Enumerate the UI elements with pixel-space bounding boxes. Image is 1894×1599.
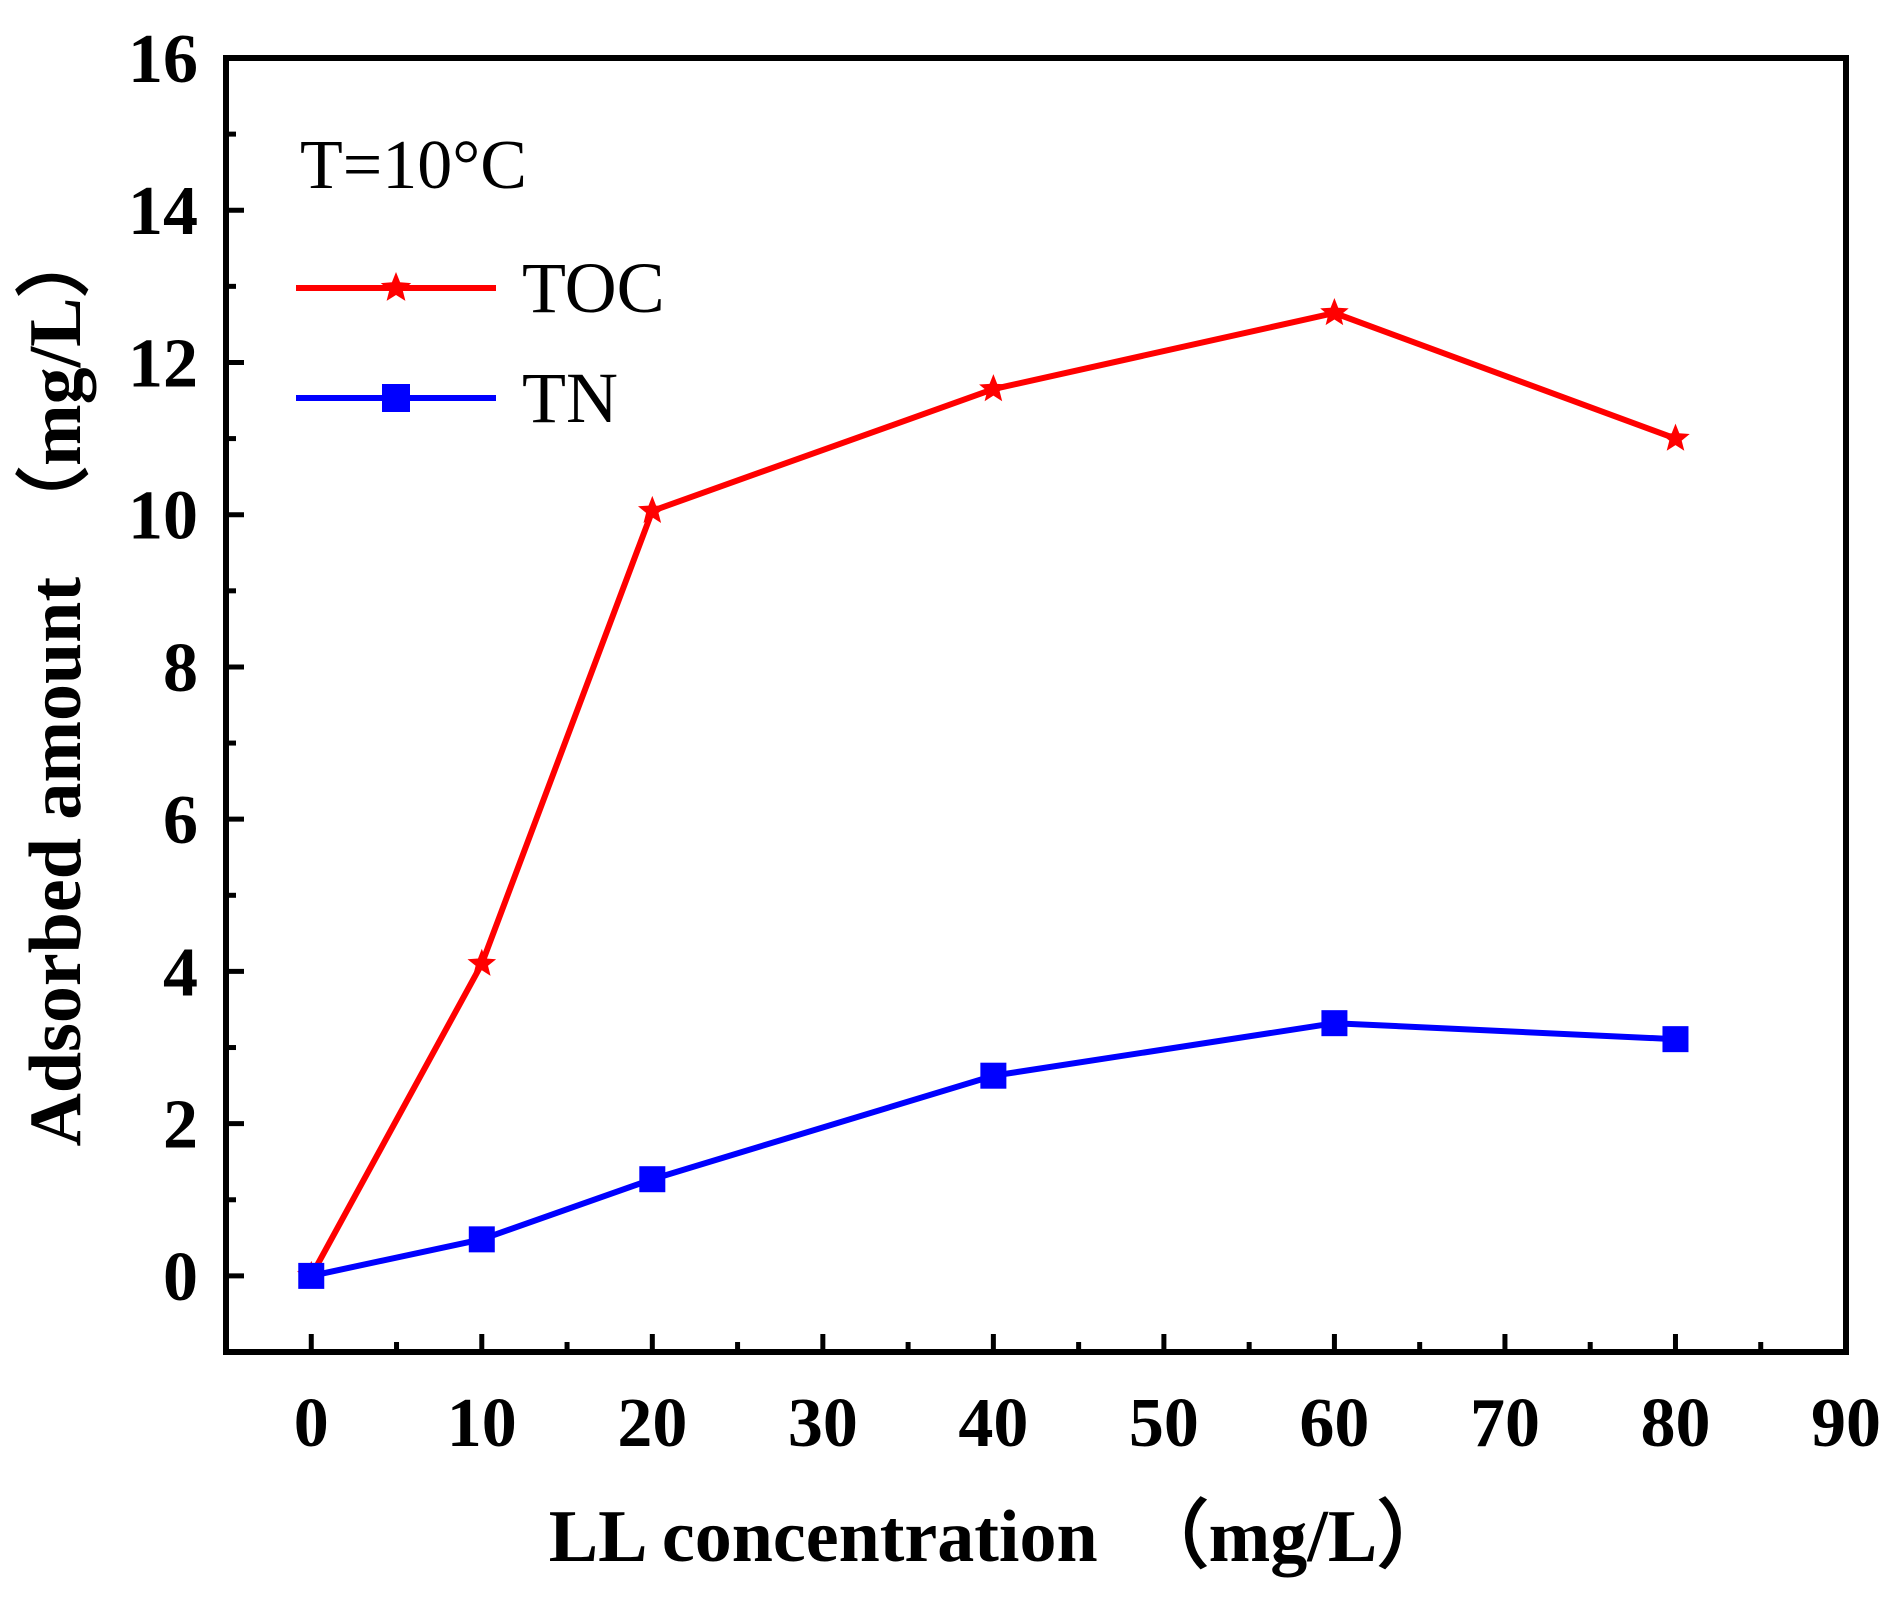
data-point-tn	[1321, 1010, 1348, 1037]
x-axis-title: LL concentration （mg/L）	[549, 1496, 1451, 1578]
data-point-toc	[467, 948, 497, 976]
legend: TOC TN	[296, 248, 665, 438]
y-tick-label: 16	[128, 21, 198, 98]
data-point-toc	[1661, 423, 1690, 451]
y-tick-label: 8	[163, 630, 198, 707]
series-line-toc	[308, 310, 1677, 1278]
annotation-temperature: T=10°C	[300, 127, 527, 204]
x-tick-label: 20	[617, 1385, 687, 1462]
legend-label-tn: TN	[522, 358, 618, 438]
data-point-tn	[639, 1166, 666, 1193]
data-point-toc	[979, 374, 1008, 402]
data-point-toc	[638, 495, 667, 523]
ticks: 0 10 20 30 40 50 60 70 80 90 0 2 4 6 8 10 12 14 16	[128, 21, 1881, 1462]
x-tick-label: 60	[1299, 1385, 1369, 1462]
series-layer	[297, 298, 1690, 1289]
y-tick-label: 10	[128, 478, 198, 555]
y-tick-label: 14	[128, 173, 198, 250]
x-tick-label: 10	[447, 1385, 517, 1462]
x-tick-label: 0	[294, 1385, 329, 1462]
x-tick-label: 70	[1470, 1385, 1540, 1462]
y-tick-label: 0	[163, 1239, 198, 1316]
x-tick-label: 80	[1640, 1385, 1710, 1462]
data-point-tn	[1662, 1026, 1689, 1053]
legend-marker-toc	[380, 272, 412, 301]
data-point-toc	[1320, 298, 1349, 326]
y-tick-label: 4	[163, 934, 198, 1011]
plot-frame	[223, 55, 1849, 1355]
x-tick-label: 50	[1129, 1385, 1199, 1462]
y-axis-title: Adsorbed amount （mg/L）	[15, 223, 97, 1146]
y-tick-label: 12	[128, 325, 198, 402]
y-tick-label: 2	[163, 1087, 198, 1164]
data-point-tn	[980, 1062, 1007, 1089]
x-tick-label: 90	[1811, 1385, 1881, 1462]
data-point-tn	[298, 1262, 325, 1289]
data-point-tn	[468, 1226, 495, 1253]
x-tick-label: 40	[958, 1385, 1028, 1462]
x-tick-label: 30	[788, 1385, 858, 1462]
series-line-tn	[310, 1020, 1676, 1279]
legend-label-toc: TOC	[522, 248, 665, 328]
y-tick-label: 6	[163, 782, 198, 859]
legend-marker-tn	[382, 384, 410, 412]
